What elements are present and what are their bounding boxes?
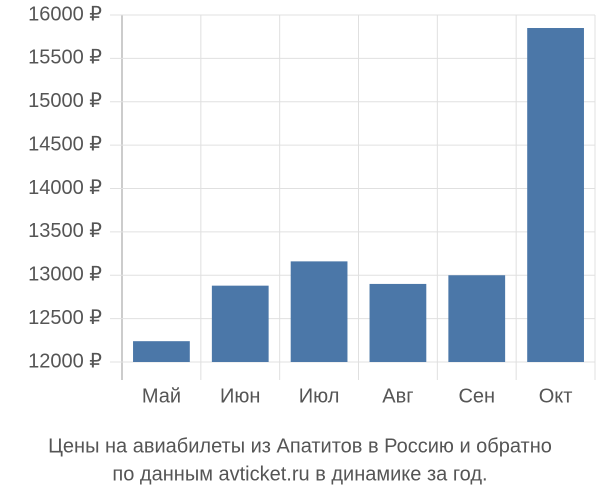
y-tick-label: 15500 ₽ [28, 47, 102, 69]
bar [290, 261, 348, 362]
y-tick-label: 14000 ₽ [28, 177, 102, 199]
y-tick-label: 12000 ₽ [28, 350, 102, 372]
y-tick-label: 13000 ₽ [28, 264, 102, 286]
bar [369, 283, 427, 362]
x-tick-label: Авг [382, 385, 413, 407]
chart-title: Цены на авиабилеты из Апатитов в Россию … [48, 435, 552, 457]
chart-subtitle: по данным avticket.ru в динамике за год. [112, 463, 487, 485]
bar [448, 275, 506, 362]
y-tick-label: 12500 ₽ [28, 307, 102, 329]
bar [527, 28, 584, 362]
x-tick-label: Июл [299, 385, 340, 407]
y-tick-label: 16000 ₽ [28, 3, 102, 25]
bar [133, 341, 190, 362]
x-tick-label: Июн [220, 385, 260, 407]
x-tick-label: Май [142, 385, 181, 407]
y-tick-label: 15000 ₽ [28, 90, 102, 112]
bar [211, 285, 269, 362]
x-tick-label: Сен [458, 385, 495, 407]
y-tick-label: 14500 ₽ [28, 133, 102, 155]
x-tick-label: Окт [539, 385, 573, 407]
y-tick-label: 13500 ₽ [28, 220, 102, 242]
